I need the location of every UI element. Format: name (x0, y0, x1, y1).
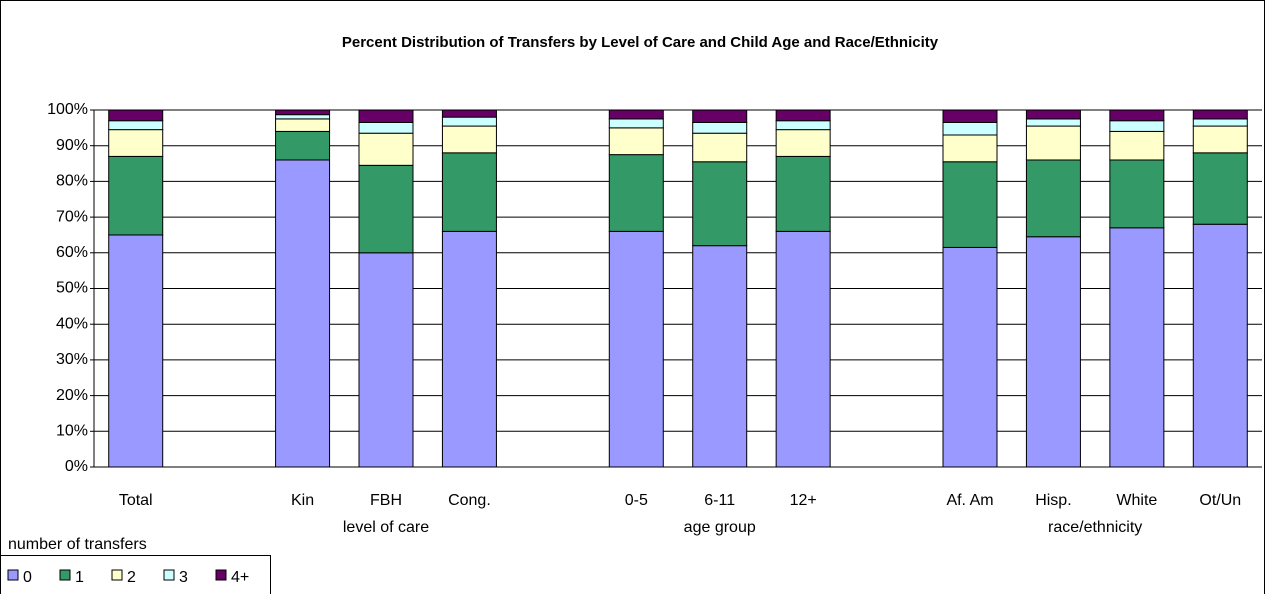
bar-segment (775, 230, 831, 468)
x-tick-label: Cong. (448, 492, 491, 509)
bar-segment (1025, 159, 1081, 238)
bar-segment (608, 118, 664, 129)
y-tick-label: 70% (56, 208, 88, 225)
bar-segment (942, 109, 998, 123)
bar-segment (775, 129, 831, 157)
bar-segment (1109, 109, 1165, 122)
legend-label: 3 (179, 569, 188, 586)
bar-segment (608, 109, 664, 120)
legend-swatch (59, 569, 71, 581)
bar-segment (358, 132, 414, 166)
y-tick-label: 60% (56, 244, 88, 261)
group-label: age group (684, 519, 756, 536)
bar-segment (692, 109, 748, 123)
bar-segment (1025, 109, 1081, 120)
y-tick-label: 40% (56, 315, 88, 332)
bar-segment (358, 164, 414, 254)
x-tick-label: Kin (291, 492, 314, 509)
y-tick-label: 90% (56, 137, 88, 154)
bar-segment (108, 109, 164, 122)
x-tick-label: Ot/Un (1199, 492, 1241, 509)
y-tick-label: 10% (56, 423, 88, 440)
legend-label: 4+ (231, 569, 249, 586)
y-tick-label: 30% (56, 351, 88, 368)
group-label: level of care (343, 519, 429, 536)
y-tick-label: 100% (47, 101, 88, 118)
bar-segment (1192, 118, 1248, 127)
x-tick-label: FBH (370, 492, 402, 509)
y-tick-label: 0% (65, 458, 88, 475)
bar-segment (441, 125, 497, 154)
bar-segment (775, 155, 831, 232)
bar-segment (108, 120, 164, 131)
group-label: race/ethnicity (1048, 519, 1142, 536)
bar-segment (1192, 125, 1248, 154)
bar-segment (692, 245, 748, 468)
y-tick-label: 50% (56, 280, 88, 297)
legend-swatch (111, 569, 123, 581)
legend-title: number of transfers (8, 536, 147, 553)
bar-segment (108, 155, 164, 236)
bar-segment (942, 121, 998, 136)
legend-swatch (215, 569, 227, 581)
bar-segment (441, 230, 497, 468)
y-tick-label: 20% (56, 387, 88, 404)
bar-segment (1109, 227, 1165, 468)
legend-label: 2 (127, 569, 136, 586)
bar-segment (108, 234, 164, 468)
bar-segment (1025, 125, 1081, 161)
x-tick-label: 0-5 (625, 492, 648, 509)
bar-segment (358, 109, 414, 123)
bar-segment (1109, 130, 1165, 161)
bar-segment (441, 152, 497, 232)
x-tick-label: Hisp. (1035, 492, 1071, 509)
bar-segment (608, 127, 664, 156)
bar-segment (692, 132, 748, 163)
bar-segment (275, 109, 331, 116)
bar-segment (1192, 109, 1248, 120)
x-tick-label: 12+ (790, 492, 817, 509)
bar-segment (1109, 120, 1165, 132)
bar-segment (942, 134, 998, 163)
bar-segment (441, 116, 497, 127)
legend-label: 1 (75, 569, 84, 586)
bar-segment (942, 161, 998, 248)
bar-segment (275, 114, 331, 120)
bar-segment (692, 161, 748, 247)
bar-segment (275, 159, 331, 468)
legend-swatch (163, 569, 175, 581)
bar-segment (275, 130, 331, 161)
bar-segment (441, 109, 497, 118)
bar-segment (358, 252, 414, 468)
bar-segment (275, 118, 331, 132)
x-tick-label: White (1116, 492, 1157, 509)
bar-segment (1025, 118, 1081, 127)
x-tick-label: 6-11 (704, 492, 735, 509)
bar-segment (1025, 236, 1081, 468)
x-tick-label: Af. Am (946, 492, 993, 509)
bar-segment (775, 120, 831, 131)
bar-segment (358, 121, 414, 134)
bar-segment (108, 129, 164, 157)
bar-segment (1192, 152, 1248, 225)
bar-segment (608, 154, 664, 232)
bar-segment (1109, 159, 1165, 229)
bar-segment (608, 230, 664, 468)
bar-segment (692, 121, 748, 134)
legend-swatch (7, 569, 19, 581)
bar-segment (775, 109, 831, 122)
y-tick-label: 80% (56, 173, 88, 190)
chart-title: Percent Distribution of Transfers by Lev… (342, 34, 939, 51)
legend-label: 0 (23, 569, 32, 586)
bar-segment (942, 246, 998, 468)
x-tick-label: Total (119, 492, 153, 509)
bar-segment (1192, 223, 1248, 468)
